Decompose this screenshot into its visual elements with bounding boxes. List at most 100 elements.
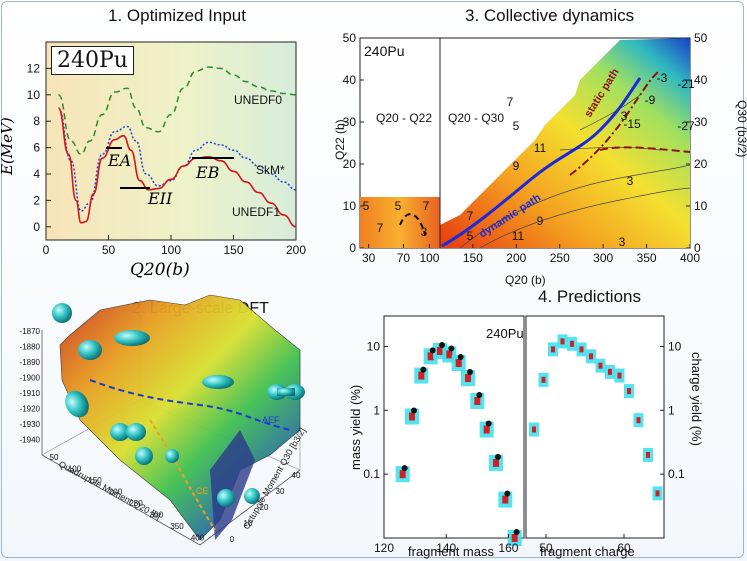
p3-contour-label: -27 [677,119,695,133]
p4-mass-tick: 120 [374,541,394,555]
p4-y-tick: 10 [367,339,381,353]
p4-charge-bar [541,376,546,383]
p1-x-tick: 50 [102,243,116,257]
p4-mass-point [504,490,511,497]
p2-quad-tick: 250 [129,499,143,508]
p4-nucleus-label: 240Pu [486,326,524,341]
p3-contour-label: 7 [507,95,514,109]
p4-charge-bar [617,372,622,379]
p2-label-aef: AEF [262,415,280,425]
p4-charge-tick: 50 [539,541,553,555]
p2-shape-elongated [202,375,234,389]
p2-quad-tick: 400 [191,534,205,543]
p4-charge-bar [589,353,593,360]
p2-z-tick: -1940 [20,436,41,445]
p1-label-unedf1: UNEDF1 [232,205,280,219]
p4-mass-bar [465,374,471,383]
p2-z-tick: -1880 [20,343,41,352]
p3-q22-contour [399,213,426,236]
p4-mass-bar [455,359,462,368]
p2-z-tick: -1870 [20,327,41,336]
p4-y-right-axis-label: charge yield (%) [689,352,704,446]
p4-charge-bar [608,368,612,375]
p2-quad-tick: 150 [88,476,102,485]
p4-charge-bar [570,340,574,347]
p3-x-tick: 300 [593,251,613,265]
p2-z-tick: -1900 [20,374,41,383]
p1-y-tick: 10 [27,88,41,102]
p4-mass-point [439,341,445,348]
p4-mass-bar [502,495,509,504]
p3-x-tick: 30 [362,251,376,265]
p3-right-region-label: Q20 - Q30 [448,111,504,125]
p3-static-boundary [599,146,691,153]
p2-oct-tick: 30 [276,487,285,496]
p1-curve-skm [57,107,297,212]
p3-left-region-label: Q20 - Q22 [376,111,432,125]
p3-y-tick: 40 [343,73,357,87]
p4-y-tick-right: 10 [668,339,682,353]
p3-contour-label: -15 [623,117,641,131]
p3-y-tick-right: 40 [694,73,708,87]
p3-contour-label: -3 [657,71,668,85]
p2-z-tick: -1920 [20,405,41,414]
p2-shape-fragment-b [165,449,179,463]
p3-y-tick: 10 [343,199,357,213]
p2-label-ce: CE [196,486,209,496]
p3-contour-label: 5 [513,119,520,133]
p4-y-tick: 0.1 [363,467,380,481]
p4-mass-point [411,407,417,414]
p2-quad-tick: 50 [50,453,59,462]
p2-quad-tick: 200 [109,488,123,497]
p3-x-axis-label: Q20 (b) [505,273,546,287]
p3-x-tick: 100 [419,251,439,265]
p3-y-right-axis-label: Q30 (b3/2) [735,100,747,157]
p2-box-frame [41,330,301,546]
p3-contour-label: -9 [645,93,656,107]
p4-charge-bar [560,338,565,345]
p1-label-eb: EB [195,163,220,182]
p3-y-tick-right: 0 [694,241,701,255]
p2-z-tick: -1890 [20,358,41,367]
p1-x-axis-label: Q20(b) [130,260,190,280]
p3-static-path-line [569,69,661,176]
p2-z-tick: -1930 [20,420,41,429]
p3-contour-label: 3 [621,109,628,123]
p4-mass-bar [474,396,481,405]
p1-y-tick: 12 [27,61,41,75]
p3-contour-label: 9 [513,159,520,173]
p3-y-left-axis-label: Q22 (b) [333,119,347,160]
p3-nucleus-label: 240Pu [364,43,404,59]
p1-label-skm: SkM* [256,163,285,177]
p1-curve-unedf1 [57,107,297,228]
p1-x-tick: 150 [223,243,243,257]
p2-shape-fragment-a [135,447,153,465]
p4-charge-bar [598,362,603,369]
p2-z-tick: -1910 [20,389,41,398]
p2-shape-prolate [114,330,150,346]
p3-contour-label: 7 [467,209,474,223]
p3-contour-label: 7 [377,221,384,235]
p3-contour-label: 5 [363,199,370,213]
p1-y-tick: 2 [33,193,40,207]
p4-charge-yield-bars [529,334,663,501]
p4-y-left-axis-label: mass yield (%) [348,385,363,470]
panel-3-title: 3. Collective dynamics [465,6,635,25]
p4-charge-tick: 60 [617,541,631,555]
p1-y-tick: 8 [33,114,40,128]
p3-y-tick: 50 [343,31,357,45]
p2-oct-tick: 10 [244,519,253,528]
p4-mass-bar [399,470,406,479]
p2-quad-tick: 350 [170,522,184,531]
p1-curve-unedf0 [57,66,297,155]
p3-x-tick: 200 [506,251,526,265]
p2-quad-tick: 300 [150,511,164,520]
p4-mass-tick: 160 [498,541,518,555]
p4-charge-bar [551,346,555,353]
p3-contour-label: -21 [677,77,695,91]
